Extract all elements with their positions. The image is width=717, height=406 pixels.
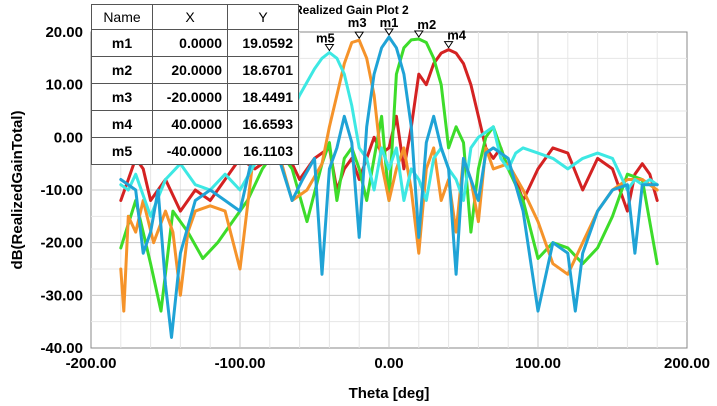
header-y: Y [227,4,299,30]
chart-title: Realized Gain Plot 2 [294,3,409,17]
marker-y: 16.1103 [227,137,299,165]
marker-row-m4: m4 40.0000 16.6593 [91,110,299,138]
y-axis-ticks: 20.00 10.00 0.00 -10.00 -20.00 -30.00 -40.00 [40,24,83,357]
marker-name: m4 [91,110,153,138]
marker-triangle-m4 [443,41,454,49]
marker-triangle-m1 [384,28,394,36]
marker-label-m1: m1 [380,15,399,30]
marker-y: 19.0592 [227,29,299,57]
series-line-m1 [119,35,659,339]
marker-x: 40.0000 [152,110,228,138]
header-x: X [152,4,228,30]
marker-y: 18.4491 [227,83,299,111]
marker-x: 0.0000 [152,29,228,57]
series-line-m3 [119,38,659,313]
marker-x: -20.0000 [152,83,228,111]
marker-label-m3: m3 [348,15,367,30]
marker-row-m3: m3 -20.0000 18.4491 [91,83,299,111]
x-tick-label: -200.00 [66,355,117,372]
marker-triangle-m2 [413,30,424,38]
y-tick-label: 0.00 [54,129,83,146]
y-tick-label: 10.00 [45,77,83,94]
x-axis-ticks: -200.00 -100.00 0.00 100.00 200.00 [66,355,710,372]
marker-label-m4: m4 [447,28,467,43]
series-line-m2 [119,37,659,313]
marker-points: m1 m2 m3 m4 m5 [316,15,467,52]
marker-y: 18.6701 [227,56,299,84]
y-tick-label: 20.00 [45,24,83,41]
marker-name: m2 [91,56,153,84]
x-axis-title: Theta [deg] [349,385,430,402]
series-line-m5 [119,51,659,218]
x-tick-label: 200.00 [664,355,710,372]
x-tick-label: -100.00 [215,355,266,372]
y-tick-label: -10.00 [40,182,83,199]
marker-name: m3 [91,83,153,111]
marker-label-m2: m2 [417,17,436,32]
marker-name: m5 [91,137,153,165]
marker-name: m1 [91,29,153,57]
y-axis-title: dB(RealizedGainTotal) [9,111,26,270]
marker-label-m5: m5 [316,30,335,45]
marker-y: 16.6593 [227,110,299,138]
y-tick-label: -20.00 [40,235,83,252]
marker-row-m1: m1 0.0000 19.0592 [91,29,299,57]
marker-triangle-m5 [324,43,335,52]
series-line-m4 [119,48,659,213]
x-tick-label: 100.00 [515,355,561,372]
marker-x: -40.0000 [152,137,228,165]
marker-row-m5: m5 -40.0000 16.1103 [91,137,299,165]
marker-table-header: Name X Y [91,4,299,30]
marker-table: Name X Y m1 0.0000 19.0592 m2 20.0000 18… [91,4,299,165]
marker-triangle-m3 [354,31,365,40]
marker-row-m2: m2 20.0000 18.6701 [91,56,299,84]
header-name: Name [91,4,153,30]
x-tick-label: 0.00 [374,355,403,372]
y-tick-label: -30.00 [40,287,83,304]
y-tick-label: -40.00 [40,340,83,357]
series-lines [119,35,659,339]
marker-x: 20.0000 [152,56,228,84]
